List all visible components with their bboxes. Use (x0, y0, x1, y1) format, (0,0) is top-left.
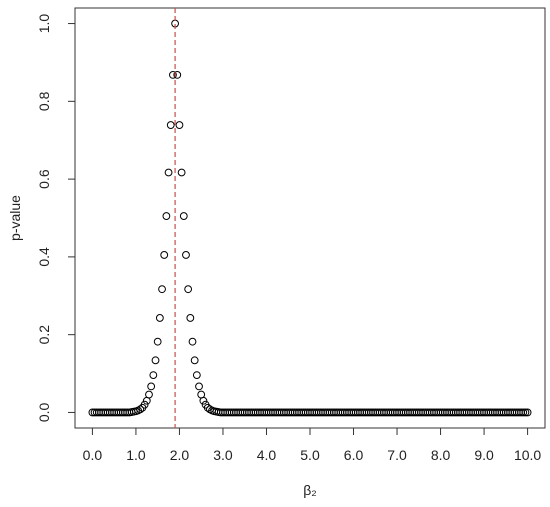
x-axis-label: β₂ (303, 482, 317, 498)
y-tick-label: 1.0 (36, 14, 52, 34)
point (140, 400, 149, 409)
y-tick-label: 0.4 (36, 247, 52, 267)
point (203, 403, 212, 412)
point (179, 212, 188, 220)
plot-frame (74, 7, 546, 429)
x-tick-label: 6.0 (344, 447, 364, 463)
x-tick-label: 0.0 (83, 447, 103, 463)
point (145, 390, 153, 399)
point (151, 356, 160, 365)
point (523, 408, 532, 417)
x-tick-label: 9.0 (474, 447, 494, 463)
point (158, 285, 166, 294)
point (190, 356, 199, 365)
point (184, 285, 193, 294)
x-tick-label: 2.0 (170, 447, 190, 463)
x-tick-label: 10.0 (514, 447, 541, 463)
point (153, 337, 162, 346)
point (186, 314, 195, 322)
point (175, 121, 184, 129)
point (519, 408, 528, 417)
point (199, 396, 208, 405)
point (173, 70, 182, 79)
y-tick-label: 0.6 (36, 169, 52, 189)
point (147, 382, 156, 391)
x-tick-label: 3.0 (213, 447, 233, 463)
point (521, 408, 530, 417)
y-tick-label: 0.2 (36, 325, 52, 345)
point (188, 337, 197, 346)
point (155, 314, 164, 322)
point (166, 121, 175, 129)
x-tick-label: 7.0 (387, 447, 407, 463)
point (177, 168, 186, 177)
x-tick-label: 4.0 (257, 447, 277, 463)
point (182, 251, 190, 259)
point (162, 212, 171, 220)
point (195, 382, 203, 391)
x-tick-label: 8.0 (431, 447, 451, 463)
point (192, 371, 201, 380)
point (136, 405, 145, 414)
x-tick-label: 5.0 (300, 447, 320, 463)
x-tick-label: 1.0 (126, 447, 146, 463)
point (160, 251, 169, 259)
point (164, 168, 173, 177)
point (149, 371, 158, 380)
y-axis-label: p-value (7, 195, 23, 241)
y-tick-label: 0.8 (36, 91, 52, 111)
y-tick-label: 0.0 (36, 403, 52, 423)
point (169, 70, 177, 79)
